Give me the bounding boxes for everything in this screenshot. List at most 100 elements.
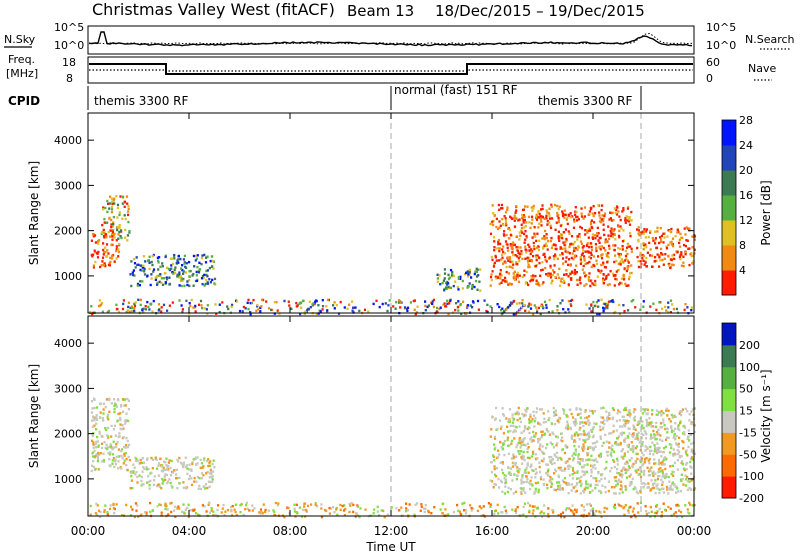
echo-cell [568,457,571,461]
echo-cell [583,447,586,450]
echo-cell [660,238,663,241]
echo-cell [251,509,254,512]
echo-cell [598,480,601,483]
echo-cell [493,465,496,468]
echo-cell [668,451,672,454]
echo-cell [592,434,595,437]
echo-cell [575,264,578,267]
echo-cell [512,253,515,257]
echo-cell [171,257,174,260]
echo-cell [247,298,250,302]
colorbar-tick-label: 28 [739,114,753,127]
echo-cell [658,446,661,449]
echo-cell [208,278,211,281]
echo-cell [133,515,136,519]
echo-cell [290,307,293,310]
echo-cell [508,228,511,232]
echo-cell [498,249,501,253]
echo-cell [498,208,501,211]
echo-cell [680,473,683,476]
echo-cell [668,264,671,267]
echo-cell [532,430,535,434]
echo-cell [651,409,654,412]
echo-cell [191,461,194,464]
echo-cell [468,282,471,285]
echo-cell [631,465,634,469]
echo-cell [514,211,517,214]
echo-cell [611,407,614,410]
echo-cell [675,307,678,311]
echo-cell [201,254,204,257]
echo-cell [595,301,598,304]
echo-cell [554,253,557,256]
echo-cell [621,415,624,418]
echo-cell [487,502,490,505]
echo-cell [576,235,579,238]
echo-cell [509,467,512,470]
echo-cell [674,453,677,456]
echo-cell [629,413,632,416]
echo-cell [183,254,186,258]
echo-cell [126,202,129,205]
echo-cell [661,473,665,476]
echo-cell [118,211,121,214]
echo-cell [627,511,630,514]
echo-cell [503,453,506,457]
echo-cell [167,513,170,516]
echo-cell [673,432,676,436]
echo-cell [573,440,576,443]
echo-cell [627,445,630,449]
echo-cell [690,456,694,459]
echo-cell [198,514,201,517]
echo-cell [537,438,540,442]
echo-cell [677,504,680,507]
echo-cell [657,428,660,432]
echo-cell [492,455,496,459]
echo-cell [493,214,496,217]
echo-cell [532,434,536,437]
echo-cell [621,210,624,213]
echo-cell [119,229,122,232]
echo-cell [151,467,154,470]
echo-cell [569,242,572,246]
echo-cell [507,466,510,469]
echo-cell [533,425,536,428]
echo-cell [557,235,560,238]
echo-cell [511,421,515,424]
echo-cell [520,487,523,490]
echo-cell [476,299,480,303]
echo-cell [661,471,664,474]
echo-cell [137,298,140,301]
echo-cell [185,266,188,269]
echo-cell [471,306,474,309]
echo-cell [683,308,686,312]
echo-cell [584,486,587,489]
echo-cell [496,227,500,231]
echo-cell [657,458,660,462]
echo-cell [198,476,201,480]
echo-cell [173,509,176,512]
echo-cell [317,304,320,307]
echo-cell [595,231,599,235]
echo-cell [522,219,525,222]
echo-cell [146,274,149,277]
echo-cell [647,511,650,515]
echo-cell [655,425,658,429]
echo-cell [202,474,205,477]
echo-cell [569,212,572,215]
echo-cell [517,280,521,283]
echo-cell [105,443,108,447]
echo-cell [107,309,110,313]
echo-cell [209,460,212,463]
echo-cell [106,249,109,252]
echo-cell [551,310,554,313]
echo-cell [692,451,695,455]
echo-cell [501,253,504,257]
echo-cell [655,504,659,507]
echo-cell [207,503,210,506]
echo-cell [638,441,641,444]
echo-cell [655,511,658,515]
echo-cell [561,247,564,250]
echo-cell [676,459,679,462]
echo-cell [363,308,367,311]
